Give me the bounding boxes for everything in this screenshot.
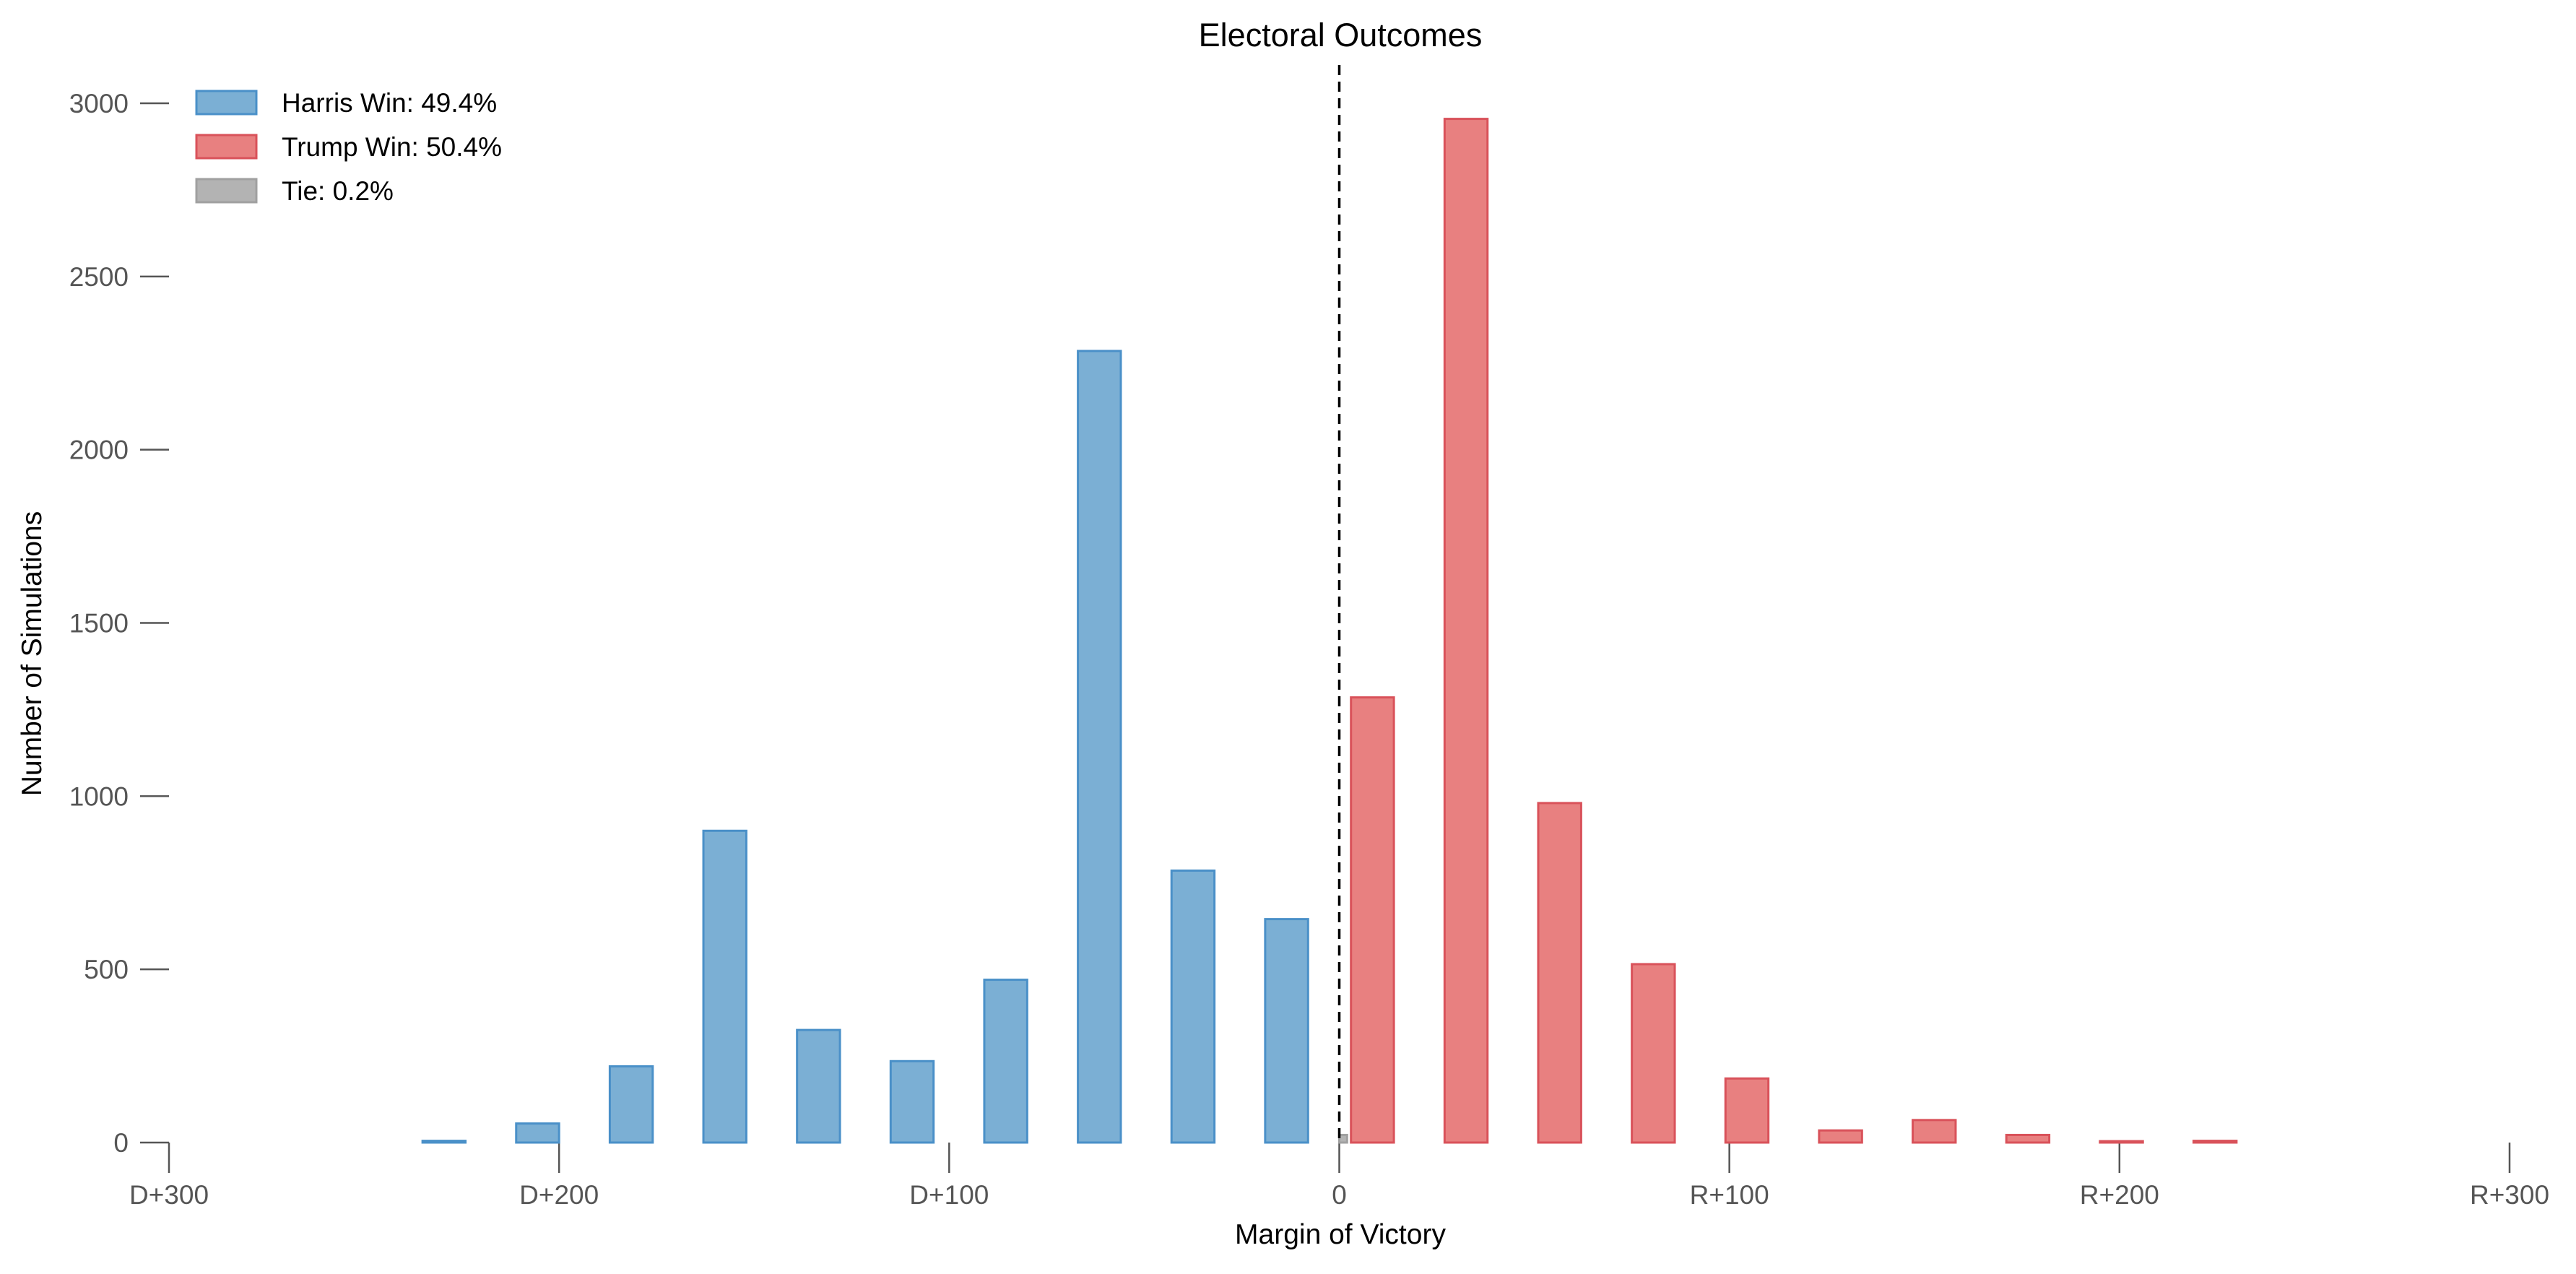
legend-swatch: [195, 134, 258, 160]
x-tick-label: D+300: [129, 1180, 209, 1210]
x-tick-label: R+200: [2080, 1180, 2159, 1210]
bar: [1350, 696, 1395, 1144]
x-axis-label: Margin of Victory: [1235, 1219, 1446, 1250]
bar: [1912, 1119, 1957, 1144]
x-tick-label: D+200: [519, 1180, 599, 1210]
bar: [1170, 869, 1216, 1144]
x-tick-label: D+100: [909, 1180, 989, 1210]
bars-layer: [421, 118, 2238, 1144]
x-tick-label: 0: [1332, 1180, 1347, 1210]
bar: [1264, 918, 1309, 1144]
y-tick-label: 1000: [69, 781, 129, 811]
x-tick-label: R+100: [1690, 1180, 1769, 1210]
bar: [796, 1028, 841, 1144]
legend-swatch: [195, 90, 258, 116]
y-tick-label: 3000: [69, 89, 129, 118]
bar: [1338, 1133, 1348, 1144]
chart-title: Electoral Outcomes: [1199, 17, 1483, 53]
bar: [421, 1140, 467, 1144]
legend: Harris Win: 49.4% Trump Win: 50.4% Tie: 0.…: [195, 88, 502, 206]
legend-label: Harris Win: 49.4%: [282, 88, 497, 118]
bar: [1443, 118, 1489, 1144]
series-1: [1350, 118, 2238, 1144]
series-0: [421, 350, 1309, 1144]
bar: [515, 1122, 560, 1144]
x-axis: D+300 D+200 D+100 0 R+100 R+200 R+300: [129, 1143, 2549, 1210]
legend-label: Trump Win: 50.4%: [282, 132, 502, 162]
bar: [889, 1060, 935, 1144]
y-axis: 0 500 1000 1500 2000 2500 3000: [69, 89, 169, 1158]
y-tick-label: 0: [113, 1128, 129, 1158]
y-tick-label: 1500: [69, 609, 129, 638]
bar: [1537, 802, 1582, 1144]
bar: [1818, 1129, 1863, 1144]
bar: [983, 979, 1028, 1144]
bar: [702, 829, 747, 1144]
bar: [1724, 1077, 1770, 1144]
bar: [2005, 1133, 2051, 1144]
y-tick-label: 2000: [69, 436, 129, 465]
bar: [2099, 1140, 2144, 1144]
y-tick-label: 2500: [69, 262, 129, 292]
bar: [1077, 350, 1122, 1144]
legend-label: Tie: 0.2%: [282, 176, 394, 206]
bar: [2192, 1140, 2238, 1144]
bar: [1631, 963, 1676, 1144]
series-2: [1338, 1133, 1348, 1144]
y-axis-label: Number of Simulations: [17, 511, 48, 797]
bar: [608, 1065, 654, 1144]
x-tick-label: R+300: [2470, 1180, 2549, 1210]
legend-swatch: [195, 178, 258, 204]
y-tick-label: 500: [84, 955, 129, 984]
